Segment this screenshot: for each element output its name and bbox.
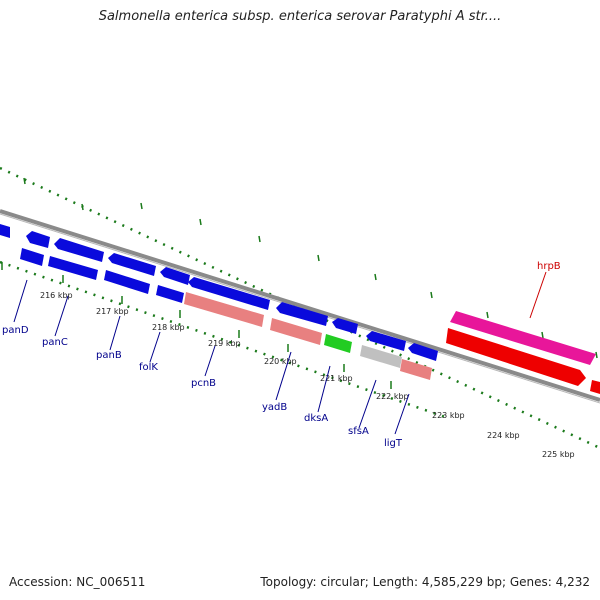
gene-blue-f5 [160, 267, 190, 285]
gene-label-ligT: ligT [384, 438, 403, 449]
gene-blue-f4 [108, 253, 156, 276]
gene-blue-f6 [188, 277, 270, 310]
scale-label: 221 kbp [320, 374, 353, 383]
gene-labels: panD panC panB folK pcnB yadB dksA sfsA … [2, 261, 561, 449]
gene-blue-f1 [0, 224, 10, 238]
gene-blue-f7 [276, 302, 328, 326]
inner-major-ticks [1, 262, 392, 389]
gene-magenta-hrpB [450, 311, 596, 365]
gene-blue-f10 [408, 343, 438, 361]
gene-blue-f2 [26, 231, 50, 248]
gene-blue-r2 [48, 256, 98, 280]
scale-label: 219 kbp [208, 339, 241, 348]
gene-label-yadB: yadB [262, 402, 287, 413]
gene-label-pcnB: pcnB [191, 378, 216, 389]
gene-leader-lines [13, 271, 547, 435]
scale-label: 216 kbp [40, 291, 73, 300]
gene-red-r11 [590, 380, 600, 394]
map-title: Salmonella enterica subsp. enterica sero… [98, 9, 502, 24]
forward-strand-genes [0, 224, 596, 365]
gene-salmon-r6 [270, 318, 322, 345]
gene-blue-r3 [104, 270, 150, 294]
scale-label: 220 kbp [264, 357, 297, 366]
gene-blue-f3 [54, 238, 104, 262]
outer-major-ticks [23, 177, 598, 359]
gene-label-sfsA: sfsA [348, 426, 369, 437]
scale-labels: 216 kbp 217 kbp 218 kbp 219 kbp 220 kbp … [40, 291, 575, 459]
scale-label: 222 kbp [376, 392, 409, 401]
scale-label: 224 kbp [487, 431, 520, 440]
gene-green-r7 [324, 334, 352, 353]
gene-label-folK: folK [139, 362, 158, 373]
gene-blue-f8 [332, 318, 358, 334]
scale-label: 223 kbp [432, 411, 465, 420]
scale-label: 225 kbp [542, 450, 575, 459]
scale-label: 218 kbp [152, 323, 185, 332]
gene-label-panB: panB [96, 350, 122, 361]
gene-blue-r1 [20, 248, 44, 266]
genome-backbone [0, 209, 600, 404]
scale-label: 217 kbp [96, 307, 129, 316]
gene-label-panD: panD [2, 325, 29, 336]
accession-text: Accession: NC_006511 [9, 575, 146, 589]
gene-red-r10 [446, 328, 586, 386]
gene-gray-r8 [360, 345, 402, 368]
gene-label-panC: panC [42, 337, 68, 348]
genome-summary-text: Topology: circular; Length: 4,585,229 bp… [260, 575, 590, 589]
gene-blue-r4 [156, 285, 184, 303]
gene-blue-f9 [366, 331, 406, 351]
gene-salmon-r9 [400, 359, 432, 380]
gene-salmon-r5 [184, 292, 264, 327]
gene-label-hrpB: hrpB [537, 261, 561, 272]
gene-label-dksA: dksA [304, 413, 328, 424]
reverse-strand-genes [20, 248, 600, 394]
